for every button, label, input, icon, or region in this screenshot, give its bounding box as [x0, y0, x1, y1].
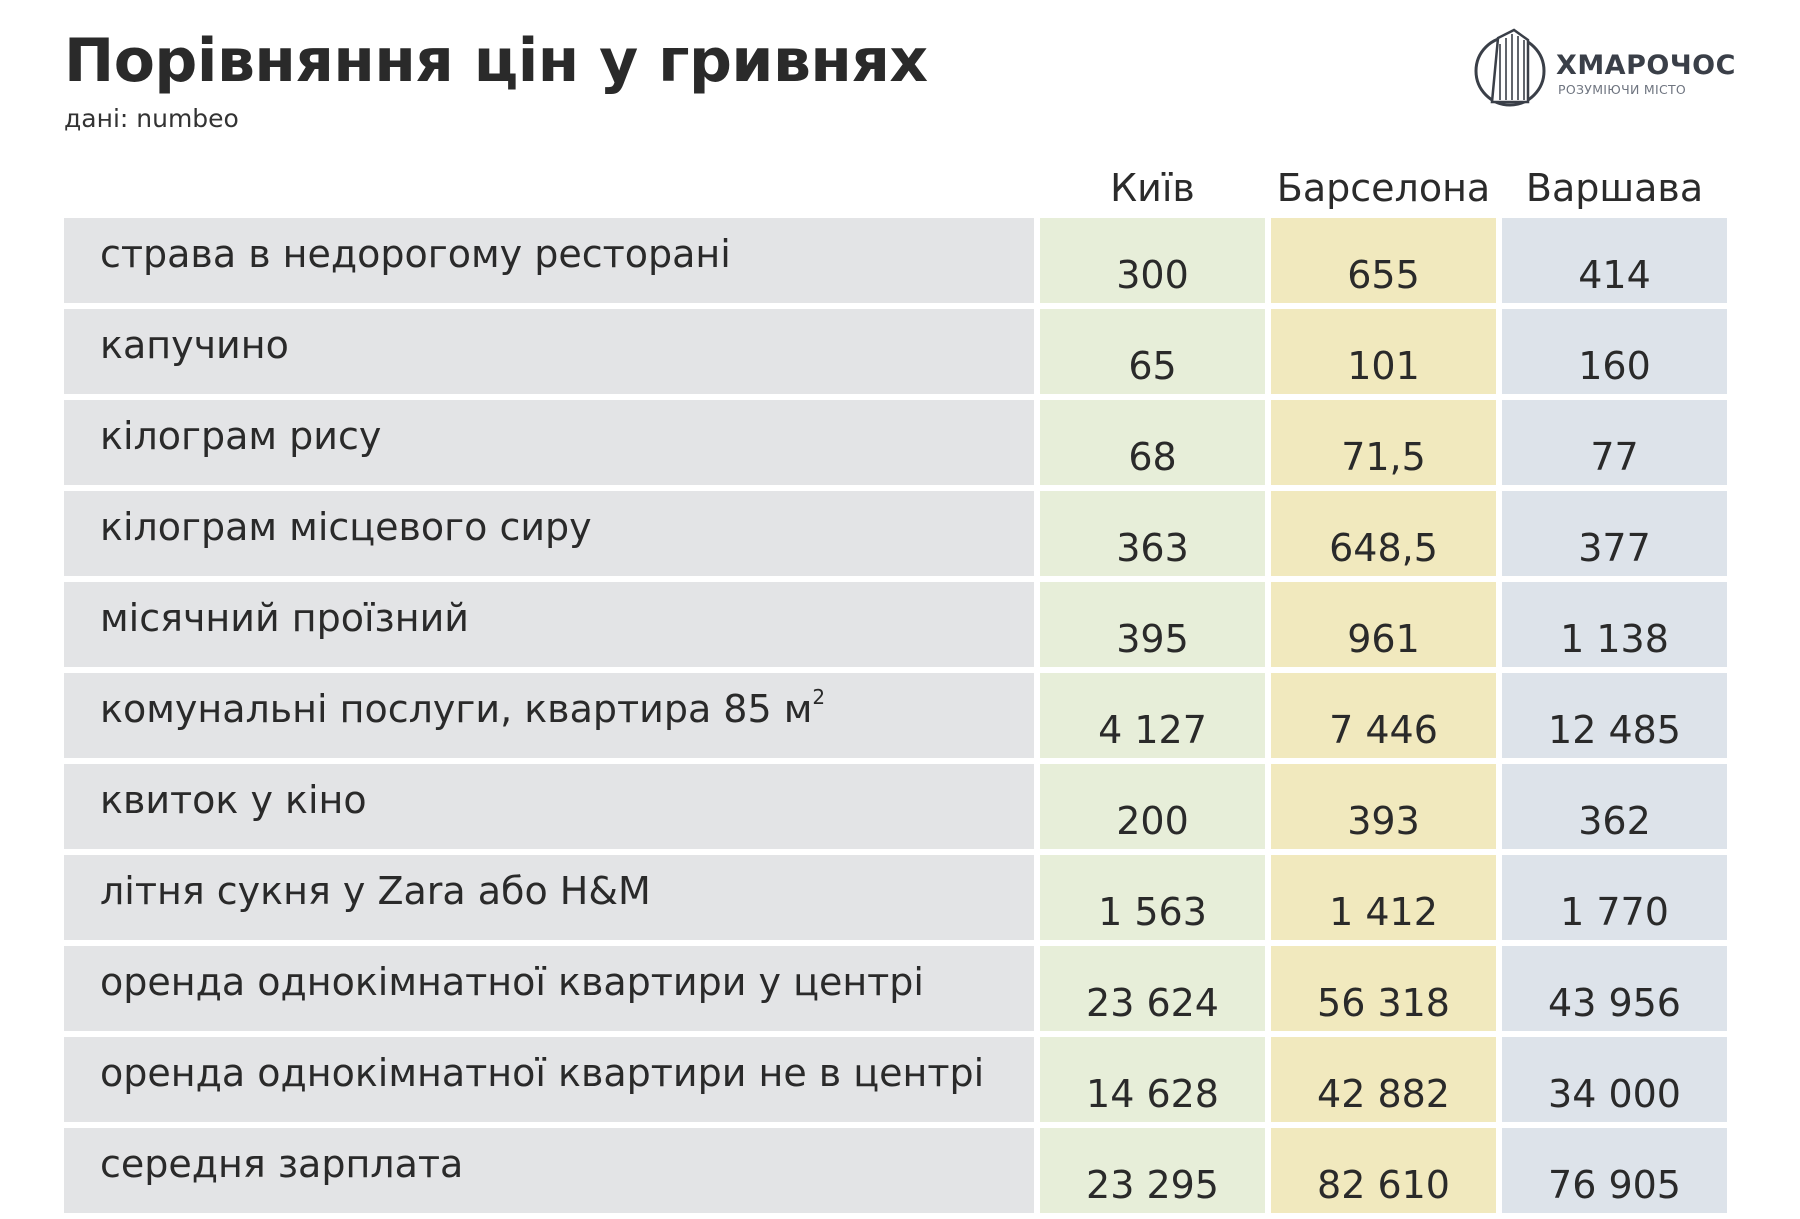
- row-label: місячний проїзний: [64, 582, 1034, 667]
- table-row: оренда однокімнатної квартири не в центр…: [64, 1037, 1727, 1122]
- price-cell-kyiv: 23 624: [1040, 946, 1265, 1031]
- table-row: кілограм рису 68 71,5 77: [64, 400, 1727, 485]
- price-cell-warsaw: 76 905: [1502, 1128, 1727, 1213]
- row-label-text: оренда однокімнатної квартири не в центр…: [100, 1051, 985, 1095]
- row-label: комунальні послуги, квартира 85 м2: [64, 673, 1034, 758]
- row-label-text: оренда однокімнатної квартири у центрі: [100, 960, 924, 1004]
- price-cell-kyiv: 395: [1040, 582, 1265, 667]
- table-row: місячний проїзний 395 961 1 138: [64, 582, 1727, 667]
- table-row: літня сукня у Zara або H&M 1 563 1 412 1 77…: [64, 855, 1727, 940]
- price-cell-kyiv: 23 295: [1040, 1128, 1265, 1213]
- row-label-text: літня сукня у Zara або H&M: [100, 869, 651, 913]
- column-header-warsaw: Варшава: [1525, 166, 1704, 210]
- price-cell-warsaw: 1 770: [1502, 855, 1727, 940]
- row-label: оренда однокімнатної квартири не в центр…: [64, 1037, 1034, 1122]
- price-cell-barcelona: 71,5: [1271, 400, 1496, 485]
- row-label: літня сукня у Zara або H&M: [64, 855, 1034, 940]
- price-cell-warsaw: 160: [1502, 309, 1727, 394]
- price-cell-warsaw: 1 138: [1502, 582, 1727, 667]
- superscript: 2: [812, 685, 826, 709]
- price-cell-warsaw: 43 956: [1502, 946, 1727, 1031]
- price-cell-barcelona: 7 446: [1271, 673, 1496, 758]
- row-label-text: кілограм рису: [100, 414, 382, 458]
- price-cell-barcelona: 648,5: [1271, 491, 1496, 576]
- price-cell-kyiv: 363: [1040, 491, 1265, 576]
- column-header-kyiv: Київ: [1110, 166, 1195, 210]
- table-row: капучино 65 101 160: [64, 309, 1727, 394]
- table-row: оренда однокімнатної квартири у центрі 23…: [64, 946, 1727, 1031]
- table-row: кілограм місцевого сиру 363 648,5 377: [64, 491, 1727, 576]
- price-cell-barcelona: 42 882: [1271, 1037, 1496, 1122]
- price-cell-warsaw: 362: [1502, 764, 1727, 849]
- price-cell-barcelona: 655: [1271, 218, 1496, 303]
- table-row: комунальні послуги, квартира 85 м2 4 127 7…: [64, 673, 1727, 758]
- page-title: Порівняння цін у гривнях: [64, 26, 928, 96]
- row-label-text: страва в недорогому ресторані: [100, 232, 731, 276]
- logo-tagline: РОЗУМІЮЧИ МІСТО: [1558, 82, 1687, 97]
- price-cell-warsaw: 77: [1502, 400, 1727, 485]
- row-label-text: капучино: [100, 323, 289, 367]
- row-label-text: квиток у кіно: [100, 778, 367, 822]
- price-cell-warsaw: 414: [1502, 218, 1727, 303]
- row-label: середня зарплата: [64, 1128, 1034, 1213]
- price-cell-barcelona: 82 610: [1271, 1128, 1496, 1213]
- price-cell-kyiv: 4 127: [1040, 673, 1265, 758]
- price-cell-barcelona: 1 412: [1271, 855, 1496, 940]
- table-row: квиток у кіно 200 393 362: [64, 764, 1727, 849]
- row-label: кілограм рису: [64, 400, 1034, 485]
- row-label: кілограм місцевого сиру: [64, 491, 1034, 576]
- row-label: оренда однокімнатної квартири у центрі: [64, 946, 1034, 1031]
- table-row: страва в недорогому ресторані 300 655 414: [64, 218, 1727, 303]
- row-label: капучино: [64, 309, 1034, 394]
- price-cell-warsaw: 377: [1502, 491, 1727, 576]
- row-label-text: комунальні послуги, квартира 85 м: [100, 687, 813, 731]
- row-label-text: кілограм місцевого сиру: [100, 505, 592, 549]
- price-cell-barcelona: 56 318: [1271, 946, 1496, 1031]
- price-cell-warsaw: 12 485: [1502, 673, 1727, 758]
- price-table: Київ Барселона Варшава страва в недорого…: [58, 140, 1733, 1219]
- data-source: дані: numbeo: [64, 104, 239, 133]
- price-cell-warsaw: 34 000: [1502, 1037, 1727, 1122]
- logo-name: ХМАРОЧОС: [1556, 50, 1736, 81]
- table-body: страва в недорогому ресторані 300 655 414 ка…: [64, 218, 1727, 1213]
- header-row: Київ Барселона Варшава: [64, 146, 1727, 212]
- table-row: середня зарплата 23 295 82 610 76 905: [64, 1128, 1727, 1213]
- price-cell-kyiv: 14 628: [1040, 1037, 1265, 1122]
- row-label-text: місячний проїзний: [100, 596, 469, 640]
- price-cell-kyiv: 1 563: [1040, 855, 1265, 940]
- column-header-barcelona: Барселона: [1276, 166, 1491, 210]
- row-label: страва в недорогому ресторані: [64, 218, 1034, 303]
- logo: ХМАРОЧОС РОЗУМІЮЧИ МІСТО: [1470, 26, 1740, 112]
- row-label: квиток у кіно: [64, 764, 1034, 849]
- price-cell-barcelona: 961: [1271, 582, 1496, 667]
- price-cell-kyiv: 300: [1040, 218, 1265, 303]
- skyscraper-logo-icon: [1474, 28, 1546, 107]
- row-label-text: середня зарплата: [100, 1142, 464, 1186]
- label-header: [64, 146, 1034, 212]
- price-cell-kyiv: 200: [1040, 764, 1265, 849]
- price-cell-barcelona: 101: [1271, 309, 1496, 394]
- price-cell-kyiv: 65: [1040, 309, 1265, 394]
- price-cell-kyiv: 68: [1040, 400, 1265, 485]
- price-cell-barcelona: 393: [1271, 764, 1496, 849]
